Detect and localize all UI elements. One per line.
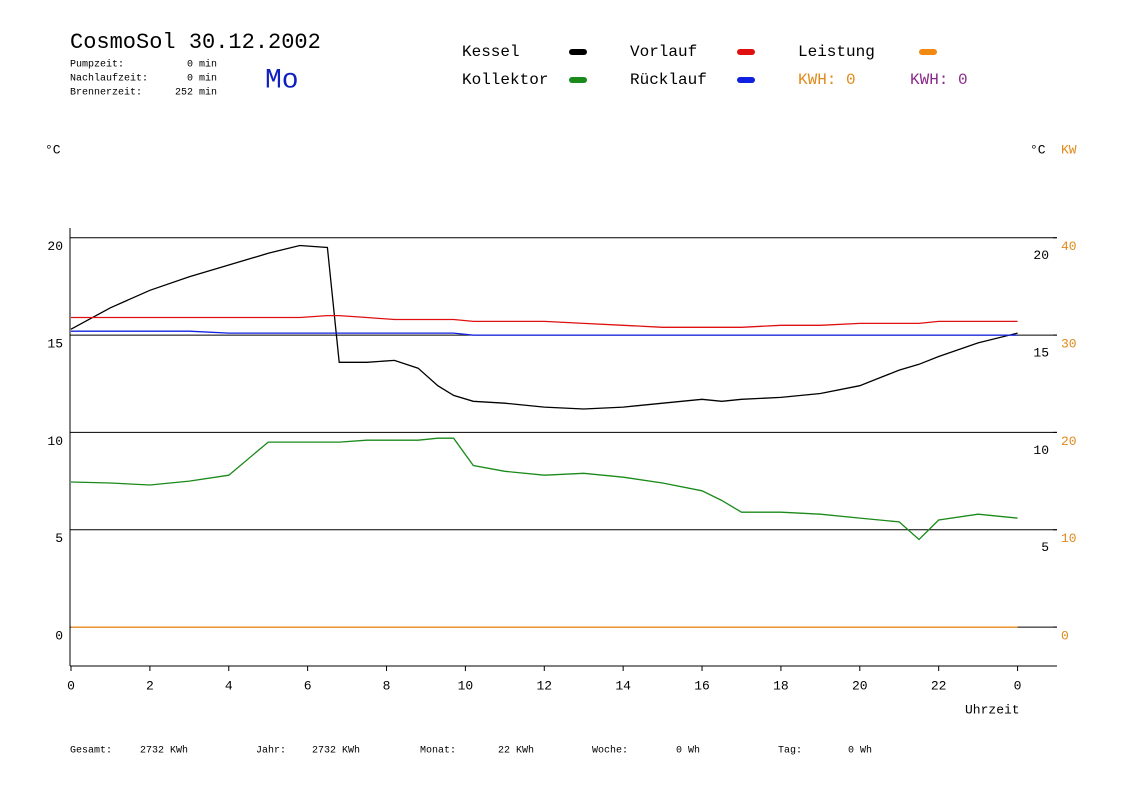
stat-label: Brennerzeit: <box>70 87 142 99</box>
legend-label: Vorlauf <box>630 43 697 61</box>
x-tick-label: 4 <box>225 678 233 693</box>
y2-tick-label: 10 <box>1061 531 1077 546</box>
y2-unit: KW <box>1061 142 1077 157</box>
stat-label: Nachlaufzeit: <box>70 73 148 85</box>
y-tick-label: 20 <box>47 239 63 254</box>
y-right-tick-label: 5 <box>1041 540 1049 555</box>
y-tick-label: 10 <box>47 434 63 449</box>
x-tick-label: 6 <box>304 678 312 693</box>
y-tick-label: 15 <box>47 337 63 352</box>
line-series <box>70 244 1018 410</box>
x-tick-label: 14 <box>615 678 631 693</box>
y-tick-label: 0 <box>55 629 63 644</box>
footer-value: 22 KWh <box>498 745 534 757</box>
x-tick-label: 2 <box>146 678 154 693</box>
x-tick-label: 0 <box>67 678 75 693</box>
footer-label: Gesamt: <box>70 746 112 757</box>
x-tick-label: 22 <box>931 678 947 693</box>
footer-label: Tag: <box>778 746 802 757</box>
footer-value: 0 Wh <box>676 745 700 757</box>
y2-tick-label: 40 <box>1061 239 1077 254</box>
y-right-tick-label: 10 <box>1033 443 1049 458</box>
chart-title: CosmoSol 30.12.2002 <box>70 30 321 55</box>
legend-label: Leistung <box>798 43 875 61</box>
kwh-label: KWH: 0 <box>910 71 968 89</box>
x-tick-label: 12 <box>536 678 552 693</box>
legend-label: Kollektor <box>462 71 548 89</box>
y2-tick-label: 0 <box>1061 629 1069 644</box>
weekday: Mo <box>265 65 299 96</box>
x-tick-label: 16 <box>694 678 710 693</box>
y-tick-label: 5 <box>55 531 63 546</box>
stat-label: Pumpzeit: <box>70 59 124 71</box>
footer-label: Woche: <box>592 745 628 757</box>
x-tick-label: 0 <box>1014 678 1022 693</box>
footer-value: 2732 KWh <box>140 745 188 757</box>
legend-label: Kessel <box>462 43 520 61</box>
footer-value: 2732 KWh <box>312 745 360 757</box>
y2-tick-label: 30 <box>1061 337 1077 352</box>
y2-axis-label: °C <box>1030 142 1046 157</box>
legend-label: Rücklauf <box>630 71 707 89</box>
footer-label: Jahr: <box>256 745 286 757</box>
footer-value: 0 Wh <box>848 745 872 757</box>
y-right-tick-label: 20 <box>1033 248 1049 263</box>
y-axis-label: °C <box>45 142 61 157</box>
x-tick-label: 8 <box>383 678 391 693</box>
line-series <box>71 314 1018 328</box>
kwh-label: KWH: 0 <box>798 71 856 89</box>
footer-label: Monat: <box>420 746 456 757</box>
y-right-tick-label: 15 <box>1033 346 1049 361</box>
line-series <box>70 437 1018 541</box>
x-tick-label: 18 <box>773 678 789 693</box>
x-axis-label: Uhrzeit <box>965 702 1020 717</box>
x-tick-label: 20 <box>852 678 868 693</box>
stat-value: 0 min <box>187 59 217 71</box>
x-tick-label: 10 <box>458 678 474 693</box>
stat-value: 0 min <box>187 73 217 85</box>
stat-value: 252 min <box>175 87 217 99</box>
y2-tick-label: 20 <box>1061 434 1077 449</box>
line-series <box>71 330 1018 336</box>
